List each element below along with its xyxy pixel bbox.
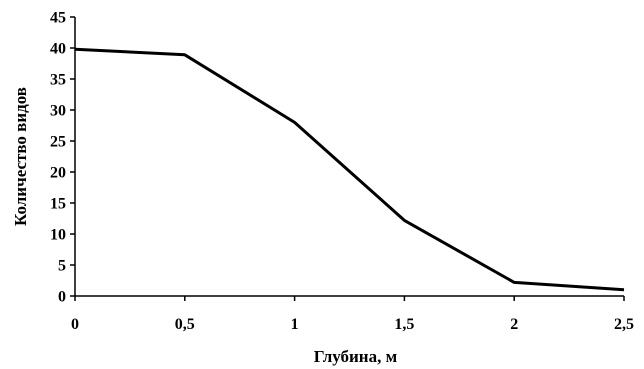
y-tick-label: 40 [50,41,66,58]
x-tick-label: 0,5 [175,316,195,333]
y-tick-label: 20 [50,165,66,182]
x-tick-label: 0 [71,316,79,333]
y-axis-ticks: 0 5 10 15 20 25 30 35 40 45 [50,10,75,306]
x-tick-label: 1 [291,316,299,333]
x-axis-title: Глубина, м [314,347,398,366]
y-tick-label: 0 [58,289,66,306]
y-tick-label: 45 [50,10,66,27]
y-axis-title: Количество видов [11,87,30,226]
x-axis-ticks: 0 0,5 1 1,5 2 2,5 [71,296,634,333]
series-line [74,47,625,292]
y-tick-label: 5 [58,258,66,275]
x-tick-label: 2,5 [614,316,634,333]
x-tick-label: 2 [510,316,518,333]
y-tick-label: 15 [50,196,66,213]
y-tick-label: 35 [50,72,66,89]
x-tick-label: 1,5 [394,316,414,333]
y-tick-label: 30 [50,103,66,120]
y-tick-label: 25 [50,134,66,151]
y-tick-label: 10 [50,227,66,244]
